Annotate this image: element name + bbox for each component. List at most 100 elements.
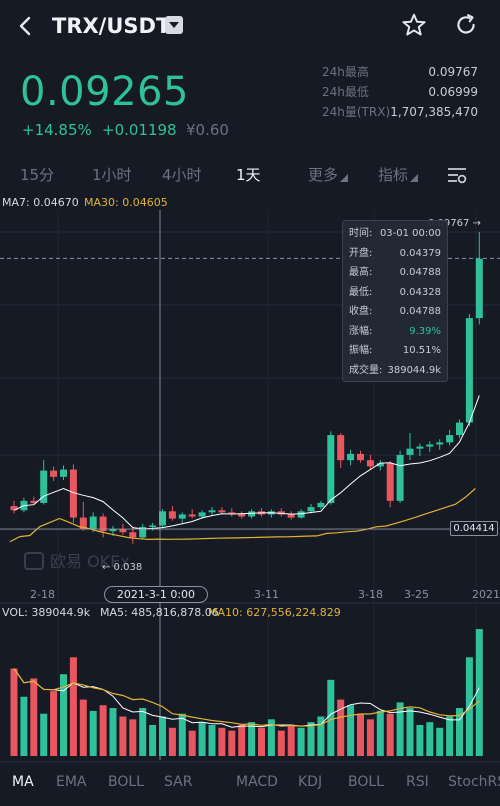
kline-chart[interactable]: 0.09767 → ← 0.038 2-18 3-11 3-18 3-25 2021 bbox=[0, 210, 500, 772]
volume-bar bbox=[287, 724, 295, 756]
candle bbox=[456, 422, 463, 436]
candle bbox=[416, 446, 424, 449]
candle bbox=[327, 435, 335, 503]
candle bbox=[99, 516, 107, 532]
indicator-tab[interactable]: EMA bbox=[56, 774, 87, 790]
candle bbox=[149, 525, 157, 527]
chart-settings-icon[interactable] bbox=[446, 164, 468, 186]
crosshair-date-label: 2021-3-1 0:00 bbox=[104, 586, 208, 603]
candle bbox=[238, 513, 246, 517]
vol-ma10-legend: MA10: 627,556,224.829 bbox=[208, 606, 341, 619]
tooltip-value: 389044.9k bbox=[387, 364, 441, 376]
volume-bar bbox=[30, 678, 38, 756]
indicator-tab[interactable]: SAR bbox=[164, 774, 193, 790]
watermark-text: 欧易 OKEx bbox=[50, 552, 130, 571]
tooltip-value: 03-01 00:00 bbox=[379, 228, 441, 239]
volume-bar bbox=[60, 674, 67, 756]
candle bbox=[30, 500, 38, 503]
volume-bar bbox=[139, 708, 147, 756]
candle bbox=[307, 507, 315, 512]
candle bbox=[40, 470, 48, 503]
indicator-tab[interactable]: MA bbox=[12, 774, 34, 790]
volume-bar bbox=[238, 724, 246, 756]
volume-bar bbox=[50, 691, 58, 756]
candle bbox=[50, 470, 58, 477]
corner-triangle-icon bbox=[340, 174, 349, 182]
volume-bar bbox=[426, 722, 434, 756]
indicator-tab[interactable]: StochRS bbox=[448, 774, 500, 790]
refresh-icon[interactable] bbox=[452, 12, 480, 40]
volume-bar bbox=[366, 719, 374, 756]
watermark: 欧易 OKEx bbox=[24, 552, 130, 572]
volume-bar bbox=[258, 727, 265, 756]
tab-1d[interactable]: 1天 bbox=[236, 166, 261, 184]
ma7-legend: MA7: 0.04670 bbox=[2, 196, 79, 209]
ma7-line bbox=[13, 395, 480, 530]
volume-bar bbox=[79, 699, 87, 756]
candle bbox=[357, 453, 364, 461]
tab-4h[interactable]: 4小时 bbox=[162, 166, 202, 184]
tooltip-label: 涨幅: bbox=[349, 325, 373, 337]
star-icon[interactable] bbox=[400, 12, 428, 40]
tooltip-row: 开盘: 0.04379 bbox=[349, 247, 441, 260]
candle bbox=[79, 517, 87, 530]
low-value: 0.06999 bbox=[428, 85, 478, 99]
candle bbox=[337, 435, 345, 461]
volume-bar bbox=[406, 708, 414, 756]
pair-title[interactable]: TRX/USDT bbox=[52, 14, 171, 38]
volume-bar bbox=[109, 708, 117, 756]
candle bbox=[366, 460, 374, 467]
volume-bar bbox=[99, 705, 107, 756]
indicator-tab[interactable]: RSI bbox=[406, 774, 429, 790]
volume-bar bbox=[386, 713, 394, 756]
tooltip-row: 收盘: 0.04788 bbox=[349, 305, 441, 318]
candle bbox=[446, 435, 454, 443]
candle bbox=[69, 469, 77, 518]
low-marker: ← 0.038 bbox=[102, 562, 142, 573]
high-marker: 0.09767 → bbox=[428, 218, 481, 229]
tab-indicators-label: 指标 bbox=[378, 166, 409, 184]
candle bbox=[168, 511, 176, 519]
candle bbox=[119, 529, 127, 533]
tab-15m[interactable]: 15分 bbox=[20, 166, 55, 184]
ma30-line bbox=[9, 488, 476, 543]
candle bbox=[248, 511, 256, 517]
crosshair-price-label: 0.04414 bbox=[450, 521, 498, 536]
candle bbox=[228, 512, 236, 514]
candle bbox=[10, 506, 18, 511]
volume-bar bbox=[267, 719, 275, 756]
volume-bar bbox=[436, 727, 444, 756]
candle bbox=[396, 454, 404, 501]
indicator-tab[interactable]: BOLL bbox=[348, 774, 384, 790]
tooltip-label: 振幅: bbox=[349, 345, 373, 356]
volume-bar bbox=[20, 696, 28, 756]
volume-bar bbox=[40, 713, 48, 756]
volume-bar bbox=[446, 716, 454, 756]
candle bbox=[287, 514, 295, 518]
tooltip-label: 时间: bbox=[349, 228, 373, 239]
candle bbox=[109, 529, 117, 532]
x-tick-label: 2021 bbox=[472, 588, 500, 601]
volume-bar bbox=[218, 727, 226, 756]
volume-bar bbox=[416, 724, 424, 756]
volume-label: 24h量(TRX) bbox=[322, 105, 391, 119]
volume-bar bbox=[317, 716, 325, 756]
tab-indicators[interactable]: 指标 bbox=[378, 165, 419, 185]
vol-ma10-line bbox=[13, 668, 480, 727]
indicator-tab[interactable]: BOLL bbox=[108, 774, 144, 790]
tab-1h[interactable]: 1小时 bbox=[92, 166, 132, 184]
indicator-tab[interactable]: MACD bbox=[236, 774, 278, 790]
indicator-tab[interactable]: KDJ bbox=[298, 774, 323, 790]
tab-more[interactable]: 更多 bbox=[308, 165, 349, 185]
volume-bar bbox=[159, 716, 166, 756]
tooltip-value: 10.51% bbox=[402, 345, 441, 356]
tooltip-value: 0.04379 bbox=[399, 247, 441, 259]
caret-down-icon[interactable] bbox=[165, 16, 183, 34]
candle bbox=[297, 511, 305, 518]
x-tick-label: 3-25 bbox=[404, 588, 429, 601]
tooltip-label: 成交量: bbox=[349, 364, 383, 376]
candle bbox=[129, 532, 137, 538]
tooltip-row: 成交量: 389044.9k bbox=[349, 364, 441, 377]
back-icon[interactable] bbox=[14, 12, 38, 40]
candle bbox=[406, 448, 414, 455]
